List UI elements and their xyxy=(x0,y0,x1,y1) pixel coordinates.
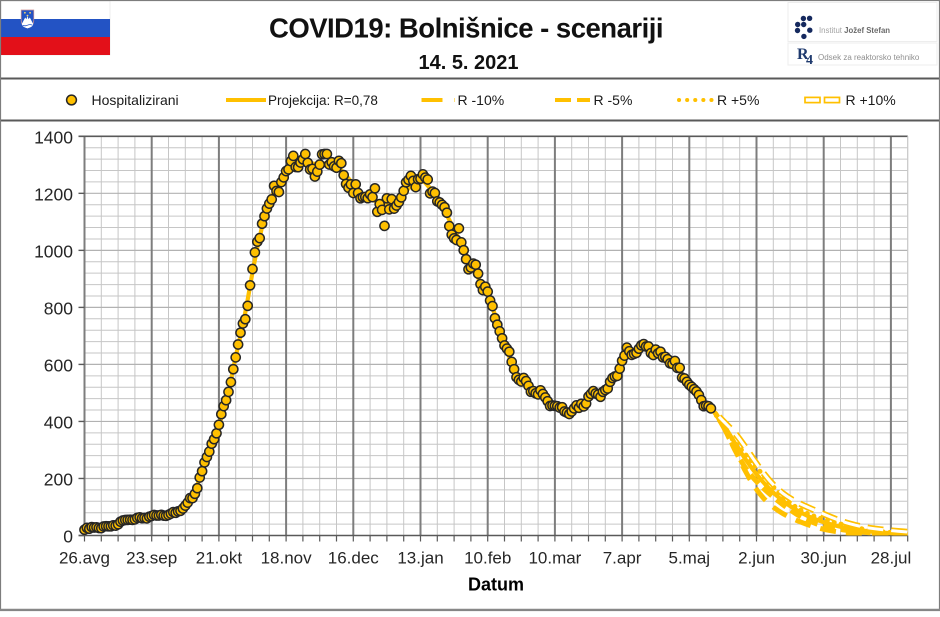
svg-text:800: 800 xyxy=(44,298,73,318)
svg-text:21.okt: 21.okt xyxy=(196,549,243,568)
svg-text:16.dec: 16.dec xyxy=(328,549,380,568)
svg-text:26.avg: 26.avg xyxy=(59,549,110,568)
svg-text:7.apr: 7.apr xyxy=(603,549,642,568)
svg-text:R +10%: R +10% xyxy=(846,92,896,108)
svg-text:0: 0 xyxy=(63,527,73,547)
svg-text:28.jul: 28.jul xyxy=(871,549,912,568)
svg-text:R -5%: R -5% xyxy=(594,92,633,108)
svg-text:R: R xyxy=(797,46,809,63)
svg-text:Odsek za reaktorsko tehniko: Odsek za reaktorsko tehniko xyxy=(818,53,920,62)
svg-text:Hospitalizirani: Hospitalizirani xyxy=(92,92,179,108)
svg-text:600: 600 xyxy=(44,355,73,375)
svg-text:400: 400 xyxy=(44,412,73,432)
svg-text:1000: 1000 xyxy=(34,241,73,261)
svg-text:R -10%: R -10% xyxy=(458,92,505,108)
svg-text:COVID19: Bolnišnice - scenarij: COVID19: Bolnišnice - scenariji xyxy=(269,13,663,44)
svg-text:R +5%: R +5% xyxy=(717,92,759,108)
svg-text:18.nov: 18.nov xyxy=(261,549,313,568)
svg-text:Datum: Datum xyxy=(468,575,524,595)
svg-text:200: 200 xyxy=(44,470,73,490)
svg-text:4: 4 xyxy=(806,53,813,68)
svg-text:Projekcija: R=0,78: Projekcija: R=0,78 xyxy=(268,93,378,108)
svg-text:Institut Jožef Stefan: Institut Jožef Stefan xyxy=(819,26,890,35)
svg-text:2.jun: 2.jun xyxy=(738,549,775,568)
svg-text:23.sep: 23.sep xyxy=(126,549,177,568)
svg-text:14. 5. 2021: 14. 5. 2021 xyxy=(418,52,518,74)
svg-text:1200: 1200 xyxy=(34,184,73,204)
svg-text:10.mar: 10.mar xyxy=(528,549,581,568)
svg-text:13.jan: 13.jan xyxy=(397,549,443,568)
svg-text:1400: 1400 xyxy=(34,127,73,147)
svg-text:30.jun: 30.jun xyxy=(801,549,847,568)
svg-text:10.feb: 10.feb xyxy=(464,549,511,568)
svg-text:5.maj: 5.maj xyxy=(669,549,711,568)
